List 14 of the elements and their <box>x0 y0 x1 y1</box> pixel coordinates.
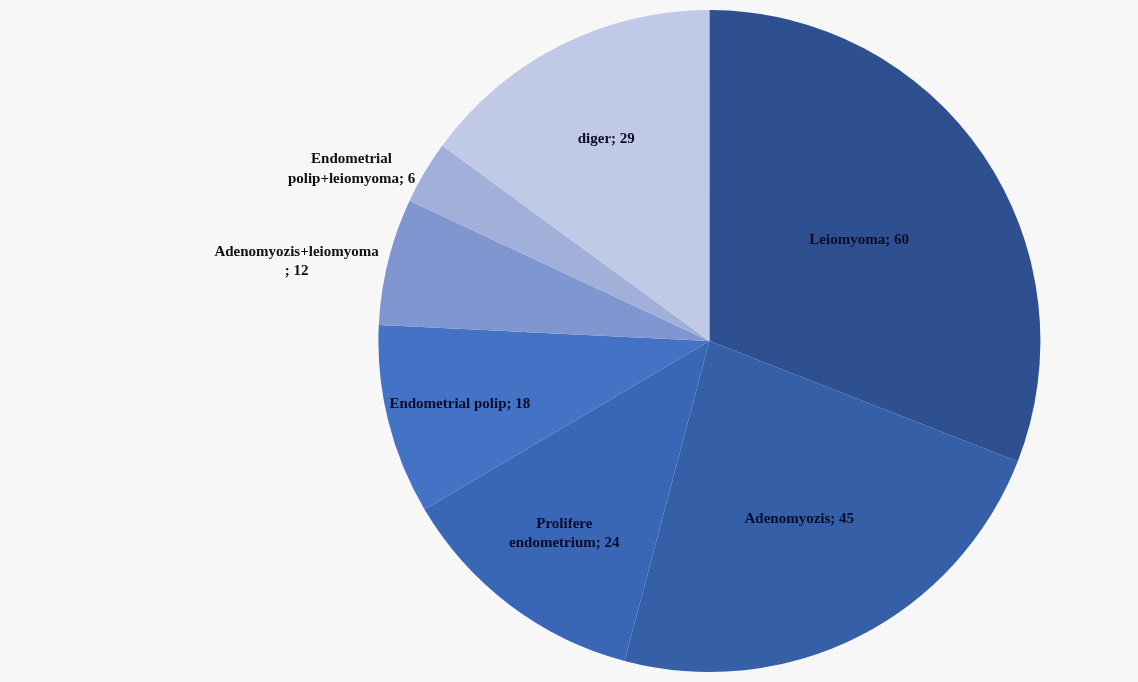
data-label: ; 12 <box>284 262 309 279</box>
slice-label: Endometrial polip; 18 <box>389 394 531 411</box>
slice-label: Adenomyozis; 45 <box>744 510 855 527</box>
slice-label: Leiomyoma; 60 <box>809 230 909 247</box>
pie-slice <box>378 324 710 510</box>
slice-label: Endometrial polip+leiomyoma; 6 <box>287 150 416 186</box>
slice-label: Prolifere endometrium; 24 <box>509 514 621 551</box>
pie-slice <box>442 10 710 341</box>
pie-slice <box>709 10 1041 462</box>
pie-slice <box>624 341 1018 672</box>
pie-slice <box>409 145 710 341</box>
slice-label: diger; 29 <box>577 129 635 146</box>
slice-label: Adenomyozis+leiomyoma <box>214 242 380 259</box>
pie-slice <box>378 200 710 341</box>
